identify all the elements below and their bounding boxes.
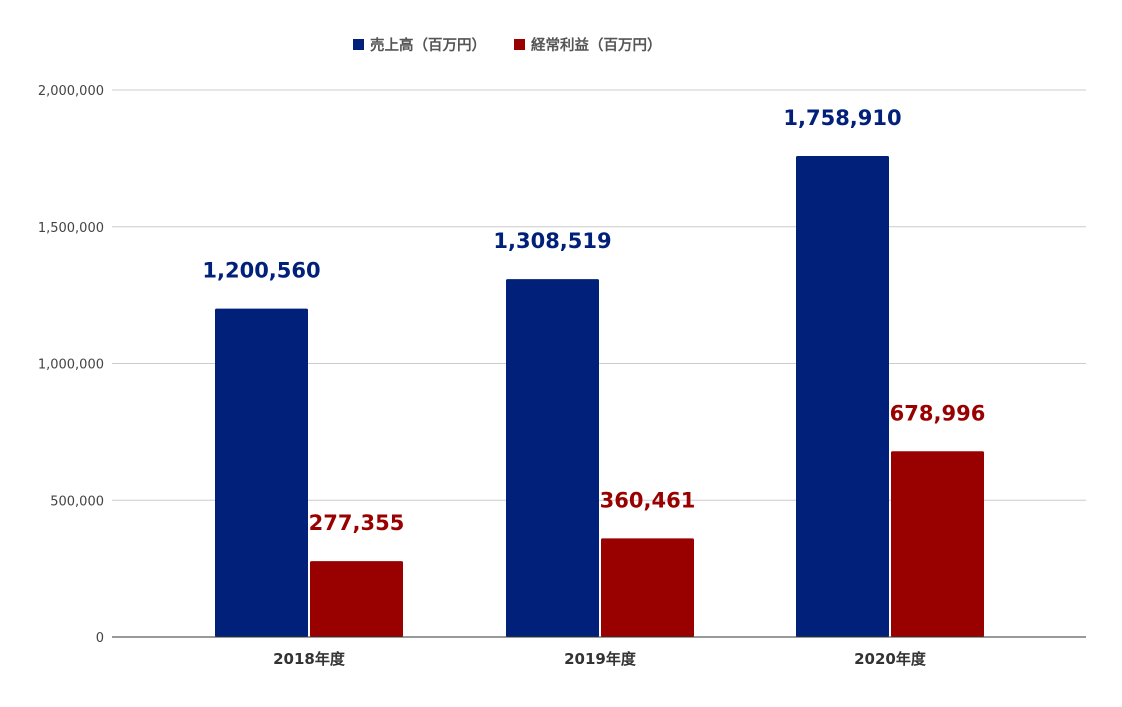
data-label-revenue: 1,758,910 — [783, 106, 901, 130]
y-tick-label: 0 — [96, 631, 104, 646]
x-tick-label: 2018年度 — [273, 650, 346, 668]
data-label-ordinary-profit: 678,996 — [890, 401, 986, 425]
data-label-revenue: 1,308,519 — [493, 229, 611, 253]
y-tick-label: 1,000,000 — [38, 358, 104, 373]
bar-revenue — [215, 308, 308, 637]
data-label-ordinary-profit: 277,355 — [309, 511, 405, 535]
bar-ordinary-profit — [601, 538, 694, 637]
x-tick-label: 2019年度 — [564, 650, 637, 668]
y-tick-label: 1,500,000 — [38, 221, 104, 236]
y-axis-tick-labels: 0 500,000 1,000,000 1,500,000 2,000,000 — [38, 84, 104, 646]
data-label-ordinary-profit: 360,461 — [600, 488, 696, 512]
bar-revenue — [506, 279, 599, 637]
bar-ordinary-profit — [891, 451, 984, 637]
bar-revenue — [796, 155, 889, 637]
legend: 売上高（百万円） 経常利益（百万円） — [353, 36, 662, 54]
y-tick-label: 500,000 — [50, 494, 104, 509]
data-labels: 1,200,560 277,355 1,308,519 360,461 1,758,91… — [202, 106, 985, 535]
legend-swatch — [353, 39, 364, 50]
legend-swatch — [514, 39, 525, 50]
x-axis-tick-labels: 2018年度 2019年度 2020年度 — [273, 650, 927, 668]
y-tick-label: 2,000,000 — [38, 84, 104, 99]
bar-ordinary-profit — [310, 561, 403, 637]
legend-label: 経常利益（百万円） — [531, 36, 662, 54]
data-label-revenue: 1,200,560 — [202, 259, 320, 283]
legend-label: 売上高（百万円） — [370, 36, 486, 54]
bars — [215, 155, 984, 637]
x-tick-label: 2020年度 — [854, 650, 927, 668]
